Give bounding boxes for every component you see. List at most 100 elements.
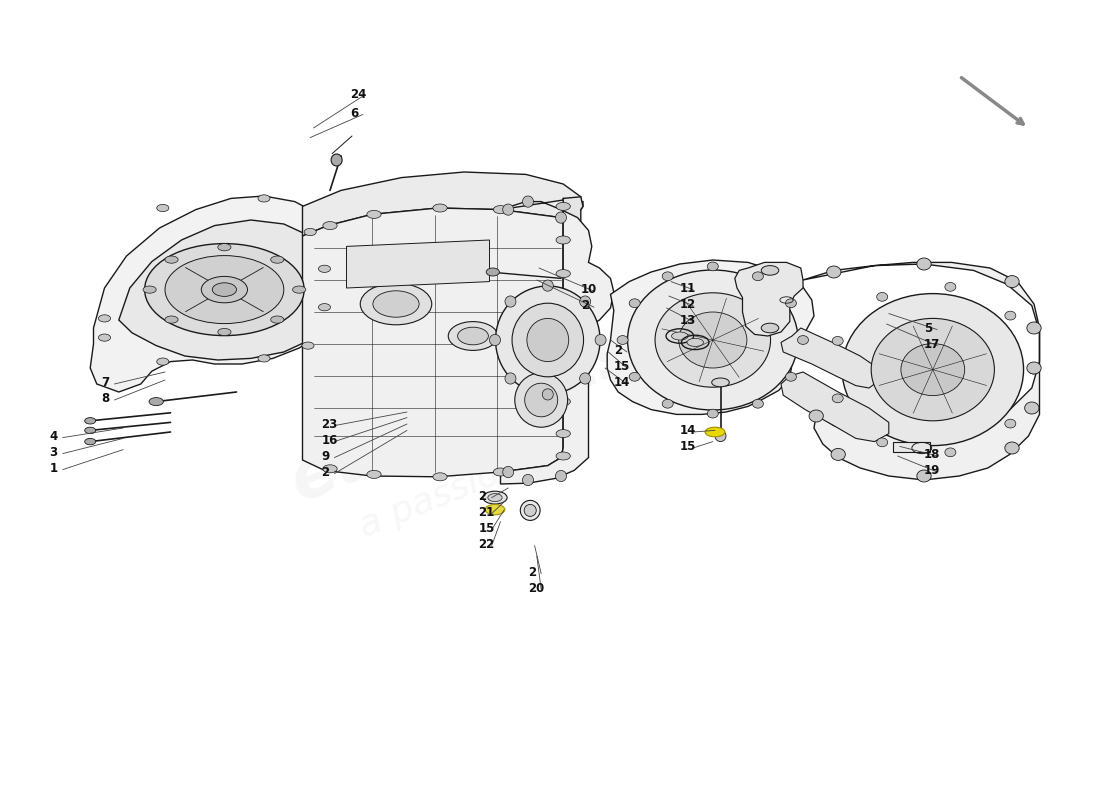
Ellipse shape	[1004, 275, 1019, 288]
Text: 15: 15	[680, 440, 696, 453]
Ellipse shape	[629, 298, 640, 307]
Ellipse shape	[832, 448, 846, 460]
Ellipse shape	[143, 286, 156, 293]
Ellipse shape	[148, 398, 163, 406]
Ellipse shape	[580, 373, 591, 384]
Ellipse shape	[712, 378, 729, 386]
Ellipse shape	[1028, 365, 1040, 374]
Ellipse shape	[493, 468, 507, 476]
Ellipse shape	[761, 266, 779, 275]
Ellipse shape	[449, 322, 497, 350]
Ellipse shape	[304, 229, 317, 235]
Ellipse shape	[522, 196, 534, 207]
Ellipse shape	[656, 293, 770, 387]
Text: 14: 14	[680, 424, 696, 437]
Ellipse shape	[1024, 402, 1038, 414]
Text: 20: 20	[528, 582, 544, 594]
Text: 13: 13	[680, 314, 696, 326]
Ellipse shape	[557, 270, 571, 278]
Ellipse shape	[144, 243, 304, 336]
Polygon shape	[346, 240, 490, 288]
Ellipse shape	[487, 494, 502, 502]
Ellipse shape	[520, 501, 540, 521]
Ellipse shape	[361, 283, 431, 325]
Ellipse shape	[945, 282, 956, 291]
Ellipse shape	[679, 312, 747, 368]
Ellipse shape	[257, 354, 271, 362]
Ellipse shape	[617, 336, 628, 344]
Ellipse shape	[1004, 442, 1019, 454]
Ellipse shape	[761, 323, 779, 333]
Ellipse shape	[293, 286, 306, 293]
Ellipse shape	[557, 366, 571, 374]
Text: 19: 19	[924, 464, 940, 477]
Text: 16: 16	[321, 434, 338, 446]
Ellipse shape	[218, 243, 231, 250]
Polygon shape	[500, 200, 614, 484]
Text: 23: 23	[321, 418, 338, 430]
Ellipse shape	[627, 270, 799, 410]
Ellipse shape	[458, 327, 488, 345]
Ellipse shape	[1026, 322, 1042, 334]
Ellipse shape	[901, 344, 965, 395]
Ellipse shape	[156, 358, 169, 365]
Ellipse shape	[85, 427, 96, 434]
Ellipse shape	[515, 373, 568, 427]
Ellipse shape	[212, 282, 236, 296]
Ellipse shape	[201, 276, 248, 302]
Ellipse shape	[556, 470, 566, 482]
Ellipse shape	[1004, 311, 1015, 320]
Text: 2: 2	[581, 299, 589, 312]
Text: euroParts: euroParts	[280, 317, 644, 515]
Ellipse shape	[542, 280, 553, 291]
Text: 2: 2	[478, 490, 486, 502]
Text: a passion: a passion	[354, 448, 526, 544]
Ellipse shape	[595, 334, 606, 346]
Ellipse shape	[483, 491, 507, 504]
Ellipse shape	[524, 505, 536, 517]
Ellipse shape	[798, 336, 808, 344]
Ellipse shape	[877, 438, 888, 446]
Ellipse shape	[323, 222, 337, 230]
Ellipse shape	[527, 318, 569, 362]
Ellipse shape	[505, 373, 516, 384]
Ellipse shape	[877, 293, 888, 302]
Ellipse shape	[486, 268, 499, 276]
Ellipse shape	[485, 505, 505, 515]
Ellipse shape	[715, 430, 726, 442]
Ellipse shape	[662, 399, 673, 408]
Ellipse shape	[916, 470, 931, 482]
Ellipse shape	[85, 438, 96, 445]
Ellipse shape	[495, 286, 601, 394]
Ellipse shape	[557, 236, 571, 244]
Ellipse shape	[557, 302, 571, 310]
Ellipse shape	[1004, 419, 1015, 428]
Text: 15: 15	[614, 360, 630, 373]
Ellipse shape	[557, 202, 571, 210]
Ellipse shape	[512, 303, 583, 377]
Text: 22: 22	[478, 538, 495, 550]
Ellipse shape	[945, 448, 956, 457]
Ellipse shape	[1026, 362, 1042, 374]
Polygon shape	[803, 262, 1040, 480]
Text: 5: 5	[924, 322, 933, 334]
Text: 21: 21	[478, 506, 495, 518]
Ellipse shape	[99, 334, 110, 341]
Ellipse shape	[366, 470, 381, 478]
Ellipse shape	[557, 430, 571, 438]
Ellipse shape	[833, 337, 844, 346]
Text: 7: 7	[101, 376, 109, 389]
Ellipse shape	[319, 303, 330, 310]
Ellipse shape	[271, 316, 284, 323]
Ellipse shape	[85, 418, 96, 424]
Ellipse shape	[557, 334, 571, 342]
Ellipse shape	[165, 316, 178, 323]
Polygon shape	[607, 260, 814, 414]
Text: 24: 24	[350, 88, 366, 101]
Ellipse shape	[525, 383, 558, 417]
Ellipse shape	[373, 290, 419, 317]
Ellipse shape	[871, 318, 994, 421]
Polygon shape	[561, 197, 583, 466]
Ellipse shape	[319, 265, 330, 273]
Text: 9: 9	[321, 450, 330, 462]
